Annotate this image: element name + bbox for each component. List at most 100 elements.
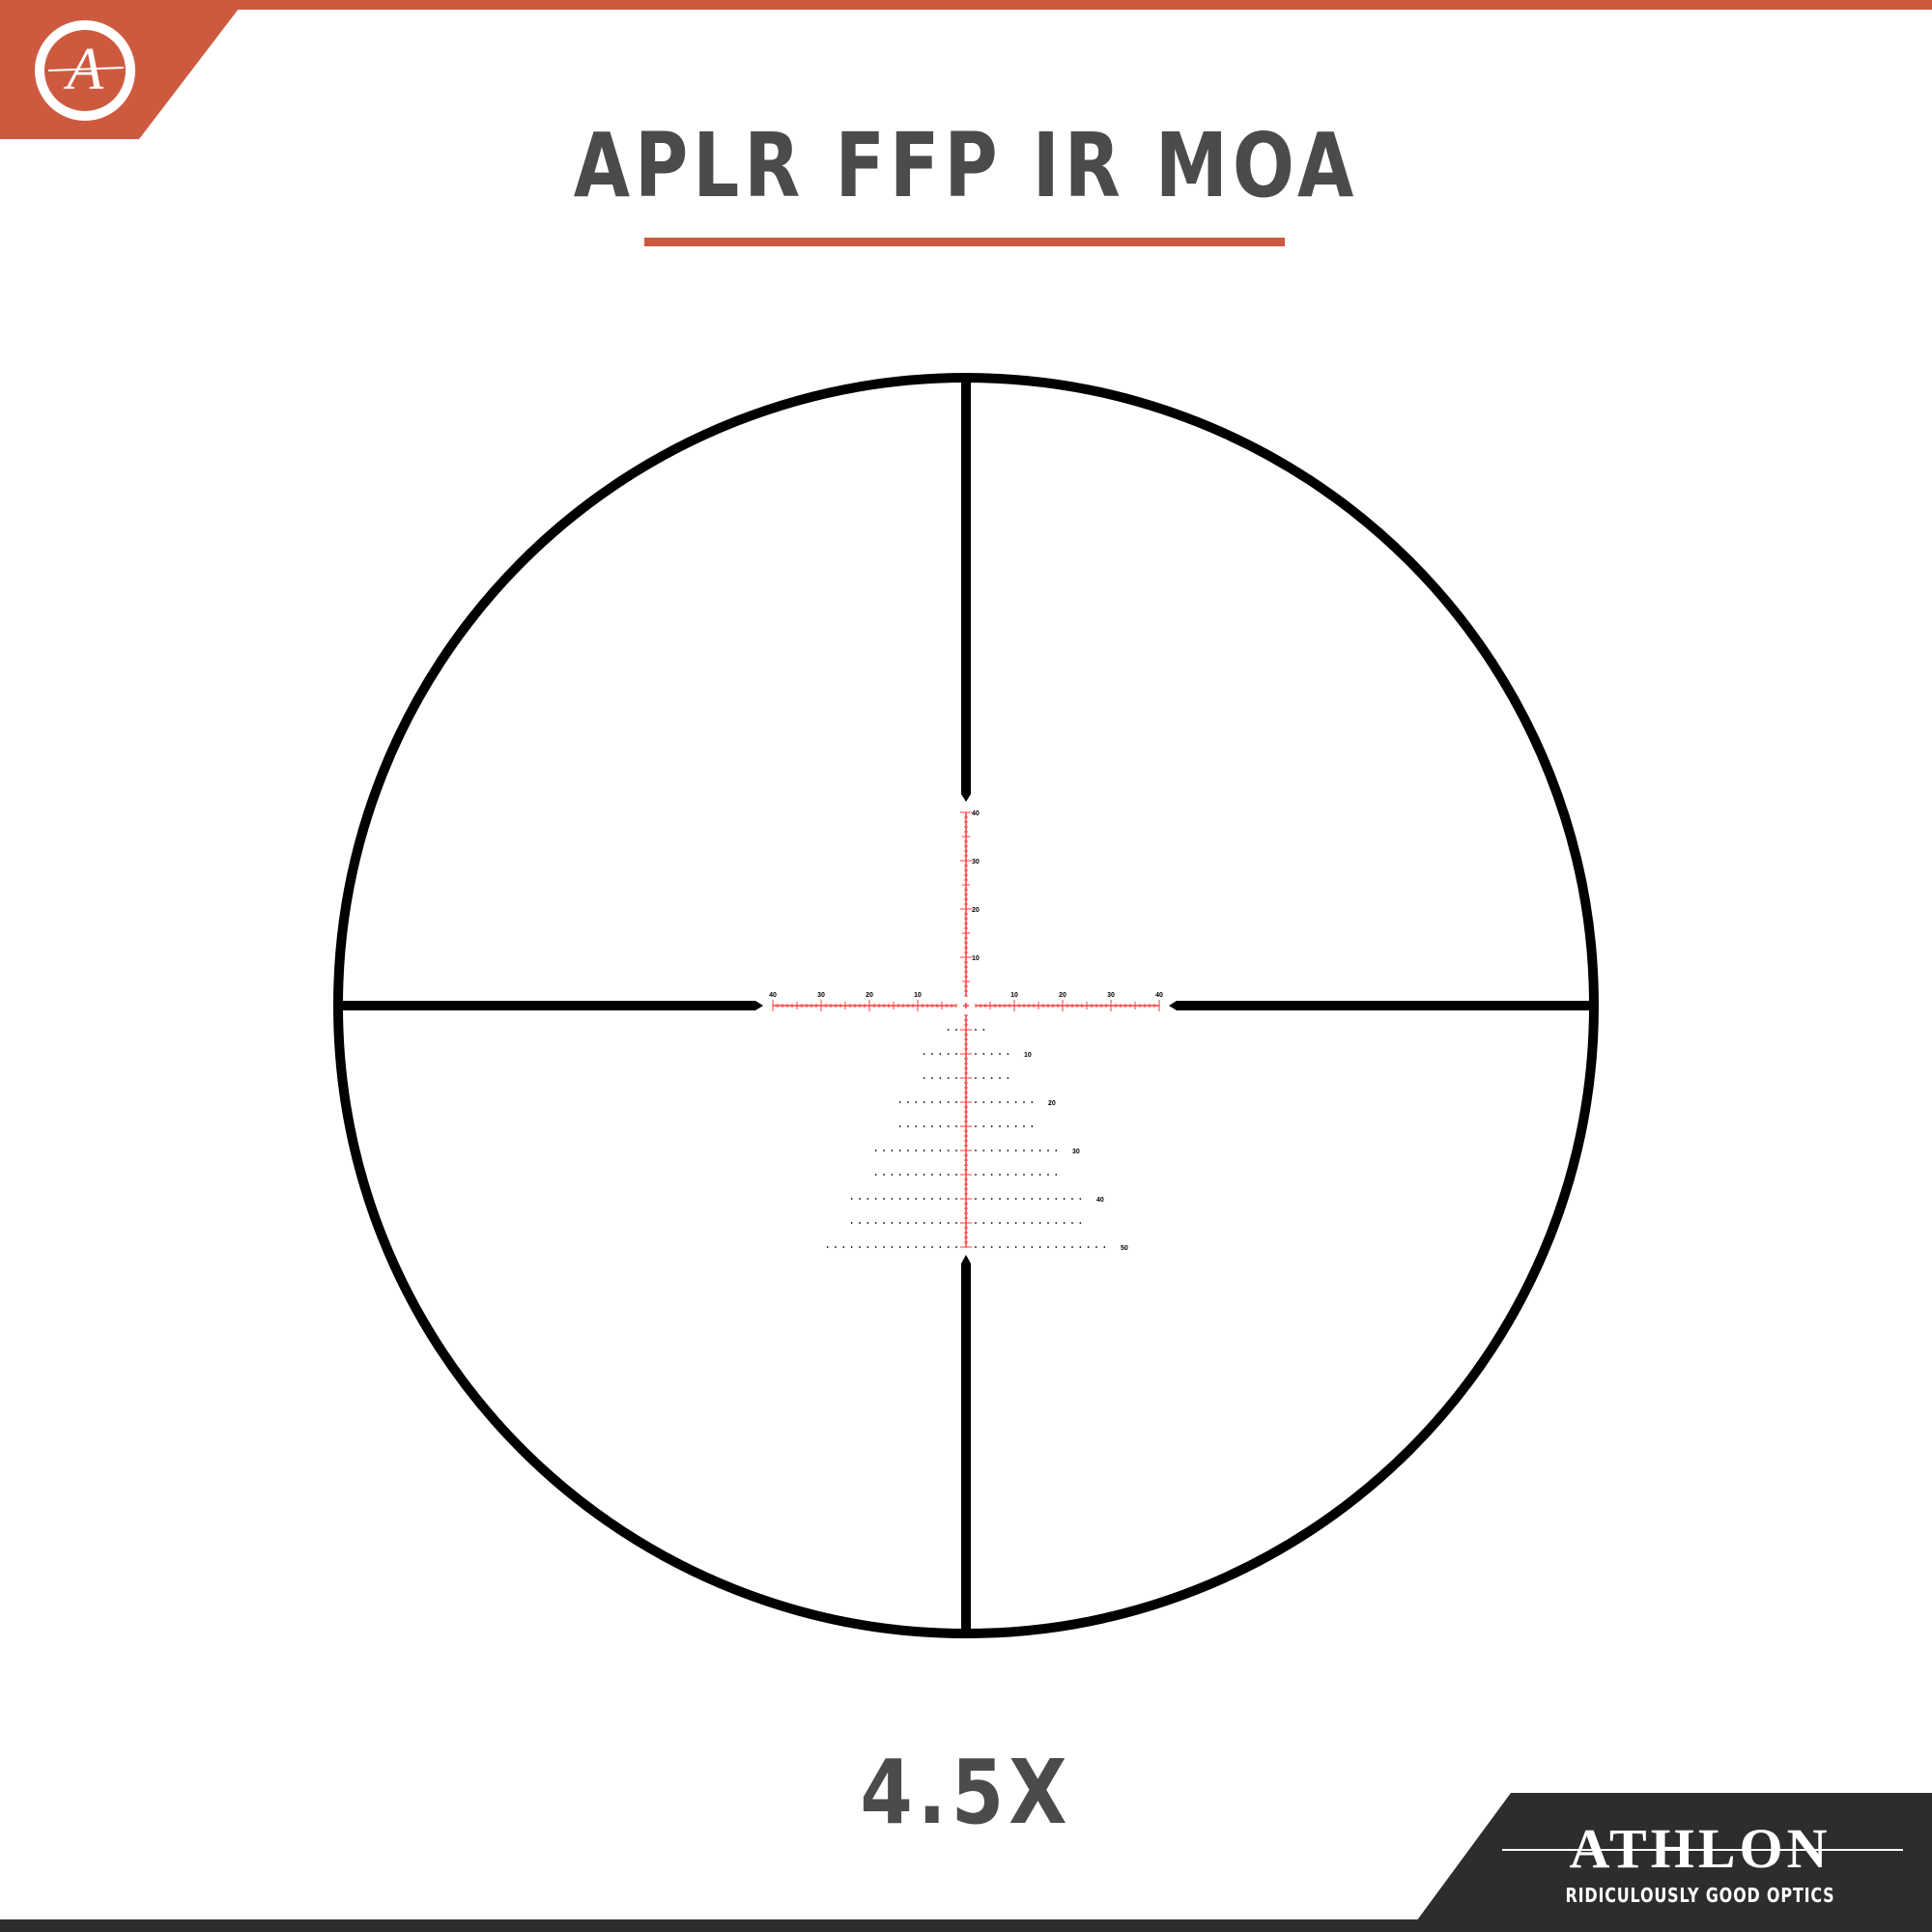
holdover-dot: [891, 1150, 894, 1151]
holdover-dot: [850, 1198, 853, 1200]
holdover-dot: [923, 1077, 925, 1079]
holdover-dot: [1031, 1101, 1034, 1103]
holdover-dot: [1023, 1174, 1025, 1176]
holdover-dot: [990, 1101, 993, 1103]
holdover-dot: [907, 1150, 909, 1151]
holdover-dot: [975, 1053, 977, 1055]
holdover-dot: [907, 1174, 909, 1176]
holdover-dot: [859, 1222, 861, 1224]
holdover-dot: [907, 1246, 909, 1248]
holdover-dot: [939, 1246, 942, 1248]
holdover-dot: [990, 1150, 993, 1151]
holdover-dot: [1014, 1198, 1017, 1200]
athlon-logo-wordmark: ATHLON: [1569, 1817, 1832, 1880]
holdover-dot: [999, 1053, 1001, 1055]
holdover-dot: [955, 1029, 957, 1031]
reticle-red-scale: [772, 811, 1160, 1248]
holdover-dot: [1063, 1222, 1065, 1224]
holdover-dot: [931, 1077, 933, 1079]
holdover-dot: [883, 1246, 885, 1248]
holdover-dot: [939, 1101, 942, 1103]
holdover-dot: [907, 1222, 909, 1224]
holdover-dot: [955, 1222, 957, 1224]
holdover-dot: [1055, 1174, 1058, 1176]
holdover-dot: [1014, 1222, 1017, 1224]
holdover-dot: [898, 1174, 901, 1176]
holdover-dot: [999, 1077, 1001, 1079]
holdover-dot: [1031, 1125, 1034, 1127]
holdover-dot: [975, 1150, 977, 1151]
holdover-dot: [850, 1246, 853, 1248]
holdover-dot: [898, 1198, 901, 1200]
holdover-dot: [982, 1198, 985, 1200]
v-scale-label: 10: [972, 955, 980, 962]
holdover-dot: [907, 1101, 909, 1103]
holdover-dot: [990, 1053, 993, 1055]
holdover-dot: [955, 1150, 957, 1151]
holdover-dot: [982, 1029, 985, 1031]
holdover-dot: [891, 1222, 894, 1224]
title-underline: [644, 238, 1285, 246]
holdover-dot: [867, 1198, 869, 1200]
holdover-dot: [947, 1101, 950, 1103]
holdover-dot: [1007, 1222, 1009, 1224]
holdover-dot: [898, 1101, 901, 1103]
holdover-dot: [883, 1150, 885, 1151]
holdover-dot: [1047, 1174, 1049, 1176]
brand-tagline: RIDICULOUSLY GOOD OPTICS: [1565, 1884, 1835, 1907]
holdover-dot: [923, 1246, 925, 1248]
holdover-dot: [982, 1077, 985, 1079]
holdover-dot: [874, 1198, 877, 1200]
holdover-dot: [947, 1174, 950, 1176]
holdover-dot: [975, 1174, 977, 1176]
holdover-dot: [955, 1198, 957, 1200]
holdover-dot: [891, 1246, 894, 1248]
holdover-dot: [1014, 1174, 1017, 1176]
v-scale-label: 30: [972, 859, 980, 866]
holdover-dot: [915, 1222, 918, 1224]
holdover-dot: [1095, 1246, 1097, 1248]
holdover-dot: [982, 1101, 985, 1103]
holdover-dot: [1031, 1222, 1034, 1224]
holdover-dot: [826, 1246, 829, 1248]
post-left: [343, 1001, 763, 1010]
holdover-dot: [1038, 1246, 1041, 1248]
h-scale-label: 20: [1059, 992, 1066, 999]
holdover-dot: [898, 1246, 901, 1248]
holdover-dot: [907, 1125, 909, 1127]
holdover-dot: [931, 1101, 933, 1103]
holdover-dot: [1007, 1246, 1009, 1248]
top-accent-strip: [0, 0, 1932, 10]
holdover-dot: [835, 1246, 837, 1248]
holdover-dot: [947, 1077, 950, 1079]
holdover-dot: [931, 1222, 933, 1224]
post-bottom: [961, 1255, 971, 1629]
holdover-dot: [1007, 1053, 1009, 1055]
holdover-dot: [1023, 1101, 1025, 1103]
holdover-dot: [891, 1198, 894, 1200]
holdover-dot: [842, 1246, 845, 1248]
holdover-dot: [915, 1198, 918, 1200]
corner-logo-badge: A: [0, 0, 245, 139]
holdover-dot: [1103, 1246, 1106, 1248]
holdover-dot: [874, 1174, 877, 1176]
holdover-dot: [975, 1077, 977, 1079]
holdover-dot: [931, 1174, 933, 1176]
holdover-dot: [915, 1150, 918, 1151]
holdover-dot: [883, 1198, 885, 1200]
holdover-dot: [1014, 1101, 1017, 1103]
holdover-dot: [1047, 1198, 1049, 1200]
holdover-dot: [898, 1150, 901, 1151]
holdover-dot: [1038, 1174, 1041, 1176]
holdover-dot: [867, 1246, 869, 1248]
holdover-dot: [947, 1222, 950, 1224]
holdover-dot: [999, 1101, 1001, 1103]
holdover-dot: [1007, 1101, 1009, 1103]
holdover-dot: [999, 1174, 1001, 1176]
holdover-dot: [955, 1174, 957, 1176]
h-scale-label: 40: [769, 992, 777, 999]
holdover-dot: [947, 1053, 950, 1055]
holdover-dot: [850, 1222, 853, 1224]
holdover-dot: [939, 1150, 942, 1151]
